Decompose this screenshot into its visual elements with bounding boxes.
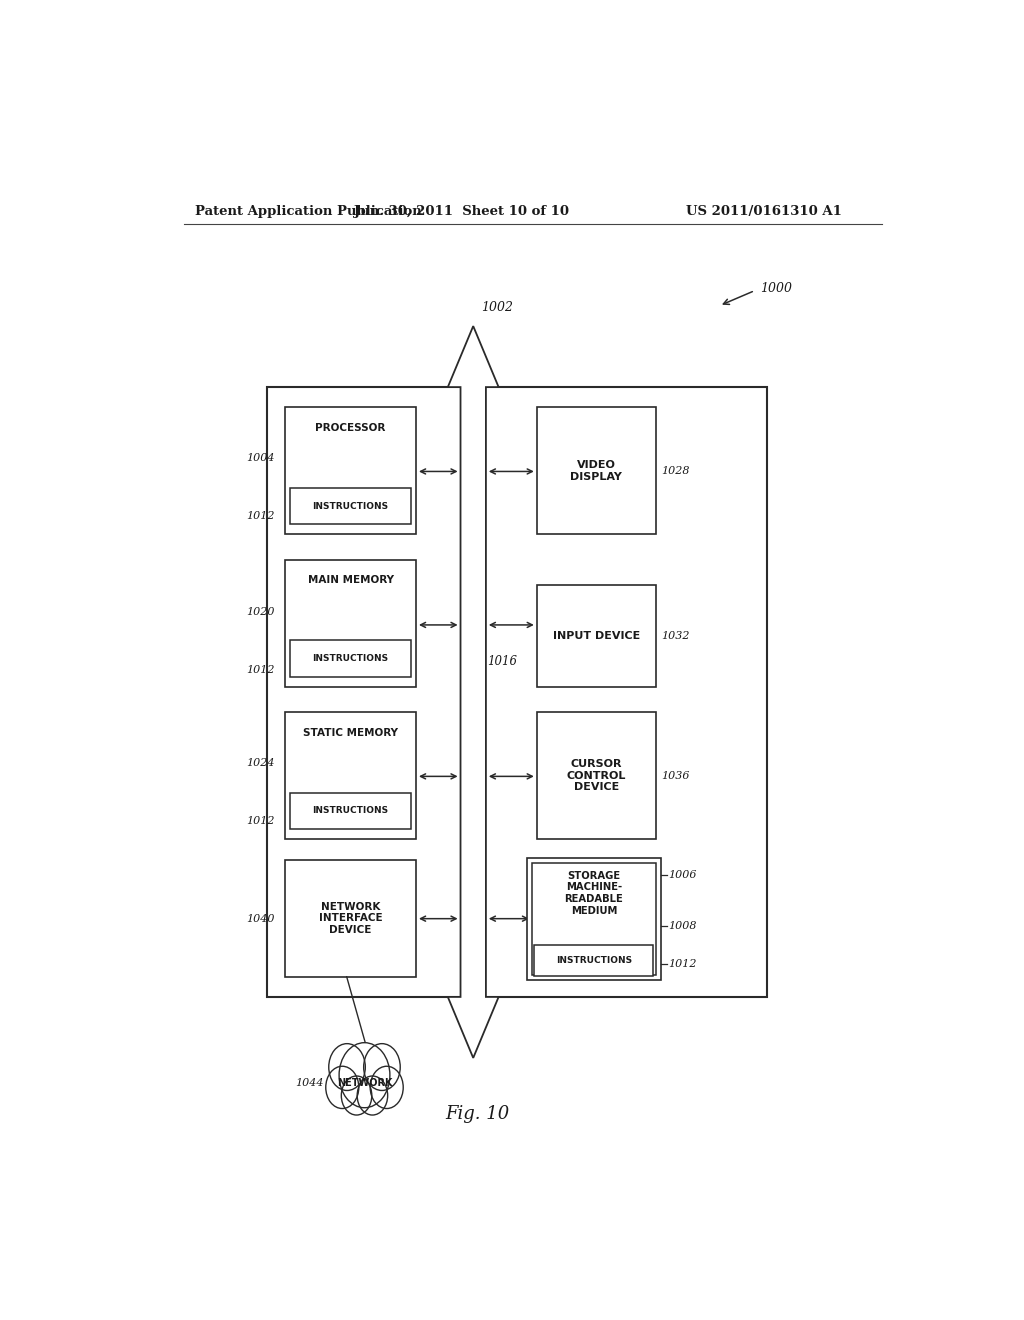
Bar (537, 713, 655, 840)
Text: 1012: 1012 (247, 665, 274, 675)
Bar (537, 408, 655, 535)
Text: 1000: 1000 (761, 282, 793, 294)
Text: 1008: 1008 (669, 921, 697, 931)
Text: INSTRUCTIONS: INSTRUCTIONS (312, 653, 389, 663)
Circle shape (326, 1067, 358, 1109)
Text: STATIC MEMORY: STATIC MEMORY (303, 727, 398, 738)
Text: MAIN MEMORY: MAIN MEMORY (307, 576, 393, 585)
Text: 1012: 1012 (247, 511, 274, 521)
Text: CURSOR
CONTROL
DEVICE: CURSOR CONTROL DEVICE (566, 759, 626, 792)
Bar (267, 387, 767, 997)
Text: NETWORK
INTERFACE
DEVICE: NETWORK INTERFACE DEVICE (318, 902, 382, 935)
Text: 1032: 1032 (662, 631, 690, 642)
Text: 1016: 1016 (487, 655, 517, 668)
Bar (531, 863, 655, 974)
Text: 1028: 1028 (662, 466, 690, 477)
Circle shape (341, 1076, 372, 1115)
Bar (285, 859, 416, 977)
Bar (527, 858, 660, 979)
Bar (290, 487, 412, 524)
Text: US 2011/0161310 A1: US 2011/0161310 A1 (686, 205, 842, 218)
Text: VIDEO
DISPLAY: VIDEO DISPLAY (570, 461, 623, 482)
Bar (535, 945, 653, 975)
Circle shape (329, 1044, 366, 1090)
Circle shape (371, 1067, 403, 1109)
Text: Jun. 30, 2011  Sheet 10 of 10: Jun. 30, 2011 Sheet 10 of 10 (354, 205, 568, 218)
Text: NETWORK: NETWORK (337, 1078, 392, 1088)
Text: PROCESSOR: PROCESSOR (315, 422, 386, 433)
Text: 1036: 1036 (662, 771, 690, 781)
Circle shape (357, 1076, 388, 1115)
Text: STORAGE
MACHINE-
READABLE
MEDIUM: STORAGE MACHINE- READABLE MEDIUM (564, 871, 624, 916)
Text: 1012: 1012 (247, 816, 274, 826)
Text: 1020: 1020 (247, 607, 274, 616)
Circle shape (364, 1044, 400, 1090)
Text: 1004: 1004 (247, 453, 274, 463)
Bar (285, 408, 416, 535)
Text: Fig. 10: Fig. 10 (445, 1105, 509, 1123)
Bar (290, 792, 412, 829)
Bar (537, 585, 655, 686)
Text: 1006: 1006 (669, 870, 697, 880)
Polygon shape (447, 326, 499, 1057)
Text: 1002: 1002 (481, 301, 513, 314)
Text: Patent Application Publication: Patent Application Publication (196, 205, 422, 218)
Bar (290, 640, 412, 677)
Text: 1024: 1024 (247, 758, 274, 768)
Text: 1012: 1012 (669, 960, 697, 969)
Circle shape (339, 1043, 390, 1107)
Text: 1040: 1040 (247, 913, 274, 924)
Text: INSTRUCTIONS: INSTRUCTIONS (312, 807, 389, 816)
Bar (285, 560, 416, 686)
Bar (285, 713, 416, 840)
Text: INPUT DEVICE: INPUT DEVICE (553, 631, 640, 642)
Text: 1044: 1044 (295, 1078, 324, 1088)
Text: INSTRUCTIONS: INSTRUCTIONS (312, 502, 389, 511)
Text: INSTRUCTIONS: INSTRUCTIONS (556, 956, 632, 965)
